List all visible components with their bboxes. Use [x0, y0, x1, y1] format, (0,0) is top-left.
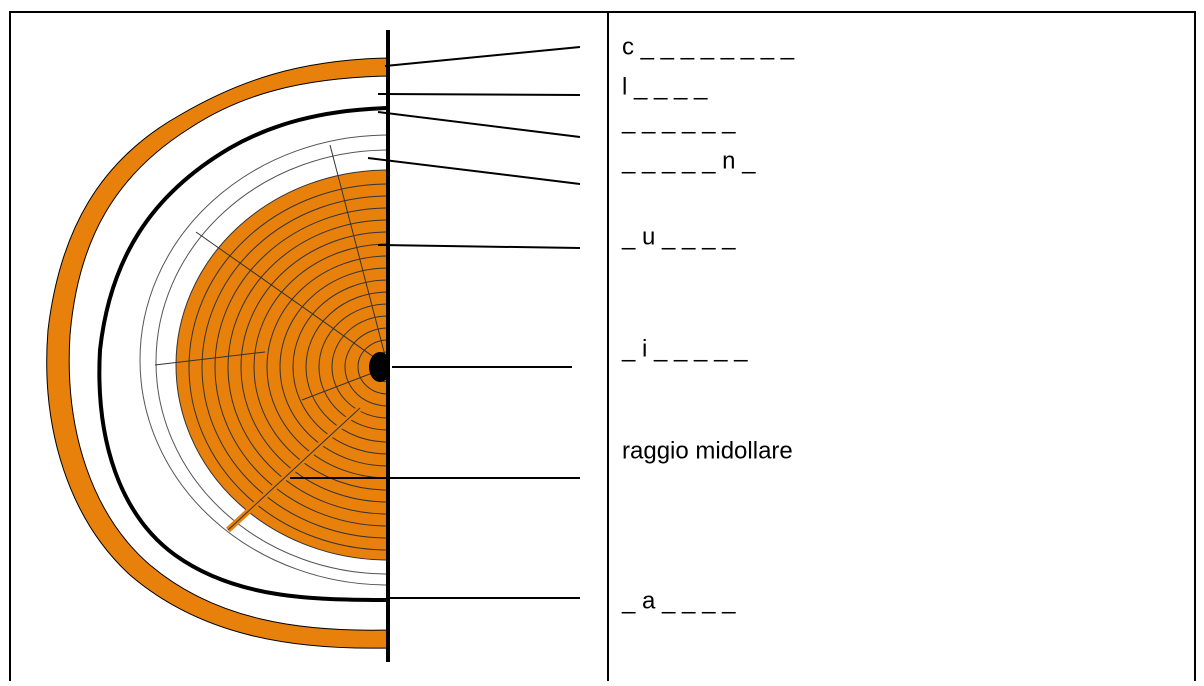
leader — [377, 93, 581, 96]
cambium — [97, 106, 388, 602]
growth-ring — [227, 219, 388, 515]
growth-ring — [253, 243, 388, 491]
growth-ring — [201, 195, 388, 539]
growth-ring — [214, 207, 388, 527]
label: raggio midollare — [622, 437, 793, 464]
growth-ring — [318, 303, 388, 431]
label: _ u _ _ _ _ — [621, 223, 736, 250]
ray — [329, 144, 388, 368]
leader — [384, 46, 581, 67]
growth-ring — [305, 291, 388, 443]
tree-section — [46, 57, 388, 649]
growth-ring — [357, 339, 388, 395]
leader — [377, 244, 581, 249]
label: _ i _ _ _ _ _ — [621, 335, 748, 362]
growth-ring — [266, 255, 388, 479]
label: c _ _ _ _ _ _ _ _ — [622, 33, 795, 60]
leader-lines — [290, 46, 581, 599]
label: _ _ _ _ _ n _ — [621, 147, 756, 174]
ray — [195, 231, 388, 368]
leader — [367, 157, 581, 185]
growth-ring — [279, 267, 388, 467]
growth-ring — [331, 315, 388, 419]
label: l _ _ _ _ — [622, 73, 708, 100]
growth-ring — [188, 183, 388, 551]
ray — [227, 407, 361, 531]
label: _ a _ _ _ _ — [621, 587, 736, 614]
leader — [377, 111, 581, 138]
pith — [369, 352, 388, 382]
growth-ring — [292, 279, 388, 455]
growth-rings — [188, 183, 388, 551]
growth-ring — [344, 327, 388, 407]
label: _ _ _ _ _ _ — [621, 107, 736, 134]
ray — [154, 351, 266, 366]
growth-ring — [240, 231, 388, 503]
